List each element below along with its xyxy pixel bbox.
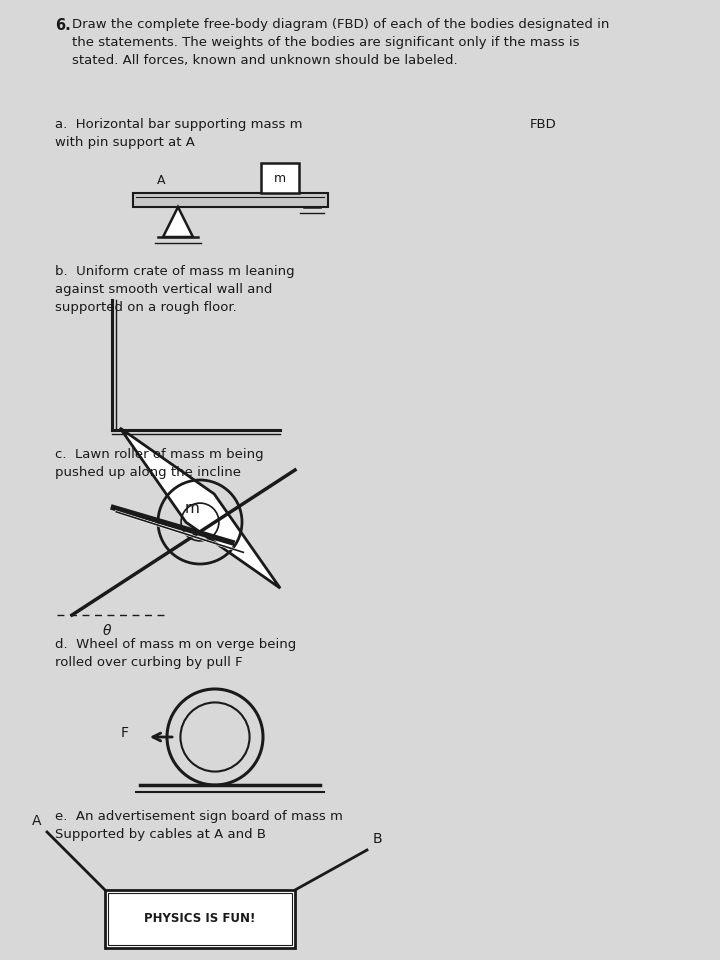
Text: F: F [121, 726, 129, 740]
Text: m: m [274, 172, 286, 184]
Text: e.  An advertisement sign board of mass m
Supported by cables at A and B: e. An advertisement sign board of mass m… [55, 810, 343, 841]
Bar [108, 893, 292, 945]
Text: FBD: FBD [530, 118, 557, 131]
Bar [133, 193, 328, 207]
Text: m: m [184, 500, 199, 516]
Bar [105, 890, 295, 948]
Polygon shape [163, 207, 193, 237]
Text: a.  Horizontal bar supporting mass m
with pin support at A: a. Horizontal bar supporting mass m with… [55, 118, 302, 149]
Bar [261, 163, 299, 193]
Text: $\theta$: $\theta$ [102, 623, 112, 638]
Text: A: A [157, 174, 166, 187]
Text: b.  Uniform crate of mass m leaning
against smooth vertical wall and
supported o: b. Uniform crate of mass m leaning again… [55, 265, 294, 314]
Polygon shape [120, 428, 280, 588]
Text: c.  Lawn roller of mass m being
pushed up along the incline: c. Lawn roller of mass m being pushed up… [55, 448, 264, 479]
Text: A: A [32, 814, 41, 828]
Text: B: B [373, 832, 382, 846]
Text: d.  Wheel of mass m on verge being
rolled over curbing by pull F: d. Wheel of mass m on verge being rolled… [55, 638, 296, 669]
Text: Draw the complete free-body diagram (FBD) of each of the bodies designated in
th: Draw the complete free-body diagram (FBD… [72, 18, 609, 67]
Text: 6.: 6. [55, 18, 71, 33]
Text: PHYSICS IS FUN!: PHYSICS IS FUN! [144, 913, 256, 925]
